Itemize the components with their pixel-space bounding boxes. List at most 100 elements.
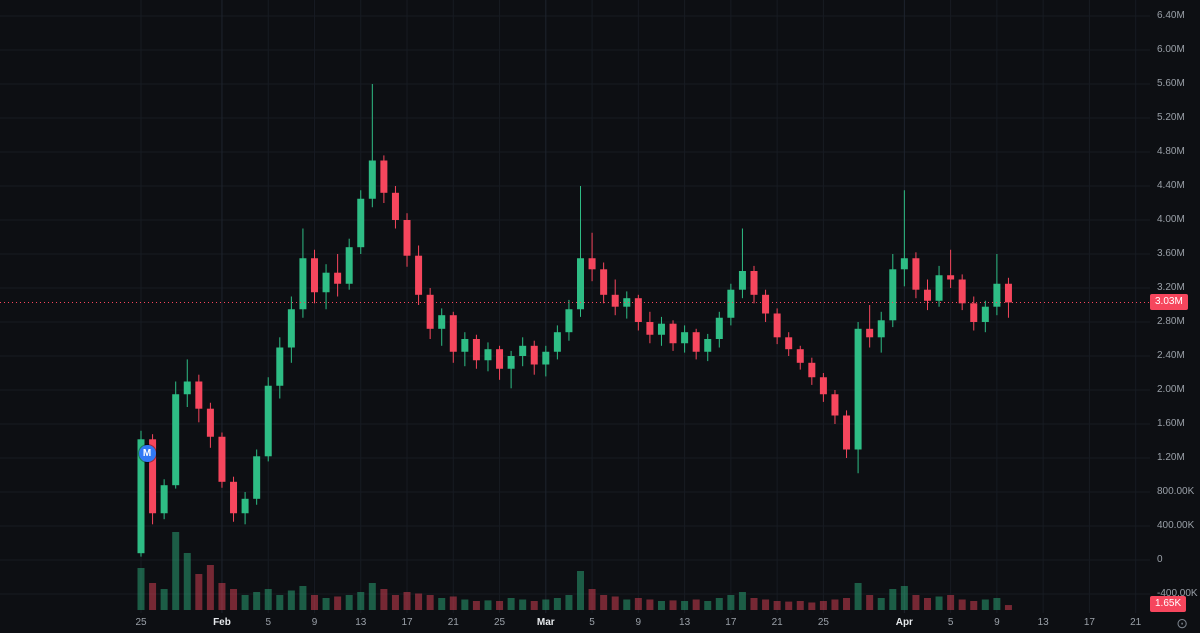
candle-body <box>900 258 908 270</box>
volume-bar <box>692 599 700 610</box>
candle-body <box>738 271 746 290</box>
candle-body <box>600 269 608 295</box>
volume-bar <box>970 601 978 610</box>
candle-body <box>912 258 920 290</box>
volume-bar <box>704 601 712 610</box>
volume-bar <box>1004 605 1012 610</box>
price-axis-label: 3.60M <box>1157 248 1185 259</box>
time-axis-label: 5 <box>265 617 271 628</box>
volume-bar <box>900 586 908 610</box>
price-axis-label: 6.00M <box>1157 44 1185 55</box>
volume-bar <box>276 595 284 610</box>
price-axis-label: 6.40M <box>1157 10 1185 21</box>
candle-body <box>947 275 955 280</box>
candle-body <box>149 439 157 514</box>
candle-layer <box>137 84 1012 557</box>
volume-bar <box>657 601 665 610</box>
volume-bar <box>565 595 573 610</box>
candle-body <box>1004 283 1012 303</box>
volume-bar <box>530 601 538 610</box>
candle-body <box>669 323 677 344</box>
candle-body <box>981 306 989 322</box>
price-axis[interactable]: 6.40M 6.00M 5.60M 5.20M 4.80M 4.40M 4.00M 3.60M… <box>1150 0 1200 633</box>
volume-bar <box>750 598 758 610</box>
time-axis-label: 9 <box>635 617 642 628</box>
volume-bar <box>137 568 145 610</box>
candle-body <box>276 347 284 386</box>
candle-body <box>935 275 943 301</box>
volume-bar <box>889 589 897 610</box>
volume-bar <box>762 599 770 610</box>
volume-bar <box>218 583 226 610</box>
price-axis-label: 4.00M <box>1157 214 1185 225</box>
candle-body <box>484 349 492 361</box>
candle-body <box>866 328 874 338</box>
volume-bar <box>264 589 272 610</box>
candle-body <box>264 385 272 457</box>
time-axis-label: 21 <box>1130 617 1142 628</box>
candle-body <box>715 317 723 339</box>
time-axis-label: 17 <box>1083 617 1095 628</box>
volume-bar <box>935 596 943 610</box>
price-axis-label: 2.40M <box>1157 350 1185 361</box>
volume-bar <box>923 598 931 610</box>
volume-bar <box>796 601 804 610</box>
candle-body <box>334 272 342 284</box>
candle-body <box>646 322 654 335</box>
candle-body <box>704 339 712 352</box>
time-axis-label: 5 <box>947 617 954 628</box>
volume-bar <box>230 589 238 610</box>
candle-body <box>472 339 480 361</box>
target-icon[interactable]: ⊙ <box>1176 615 1188 631</box>
volume-bar <box>669 600 677 610</box>
candle-body <box>322 272 330 293</box>
time-axis[interactable]: 25 Feb 5 9 13 17 21 25 Mar 5 9 13 17 21 25 Apr 5 9 13 17 21 <box>0 611 1150 633</box>
candle-body <box>843 415 851 450</box>
price-axis-label: 3.20M <box>1157 282 1185 293</box>
candle-body <box>438 315 446 329</box>
candle-body <box>854 328 862 450</box>
candle-body <box>507 356 515 369</box>
series-marker-badge[interactable]: M <box>138 445 156 463</box>
candle-body <box>299 258 307 310</box>
volume-bar <box>773 601 781 610</box>
volume-bar <box>287 590 295 610</box>
volume-bar <box>160 589 168 610</box>
volume-bar <box>877 598 885 610</box>
candle-body <box>368 160 376 199</box>
candle-body <box>426 294 434 329</box>
volume-bar <box>206 565 214 610</box>
volume-bar <box>866 595 874 610</box>
volume-bar <box>519 599 527 610</box>
candle-body <box>923 289 931 301</box>
volume-bar <box>738 592 746 610</box>
volume-bar <box>843 598 851 610</box>
volume-bar <box>831 599 839 610</box>
volume-bar <box>310 595 318 610</box>
current-volume-badge: 1.65K <box>1150 596 1187 612</box>
time-axis-label: 13 <box>679 617 691 628</box>
candle-body <box>657 323 665 335</box>
candle-body <box>357 198 365 248</box>
price-axis-label: 800.00K <box>1157 486 1195 497</box>
candle-body <box>819 377 827 395</box>
volume-bar <box>368 583 376 610</box>
time-axis-label: Mar <box>536 617 555 628</box>
price-axis-label: 400.00K <box>1157 520 1195 531</box>
volume-bar <box>623 599 631 610</box>
volume-bar <box>611 596 619 610</box>
volume-bar <box>507 598 515 610</box>
time-axis-label: 25 <box>493 617 506 628</box>
candle-body <box>692 332 700 352</box>
volume-bar <box>553 598 561 610</box>
volume-bar <box>195 574 203 610</box>
volume-bar <box>241 595 249 610</box>
time-axis-label: 13 <box>355 617 367 628</box>
candle-body <box>519 345 527 356</box>
price-axis-label: 4.80M <box>1157 146 1185 157</box>
candle-body <box>970 303 978 322</box>
volume-bar <box>958 599 966 610</box>
candle-body <box>889 269 897 321</box>
